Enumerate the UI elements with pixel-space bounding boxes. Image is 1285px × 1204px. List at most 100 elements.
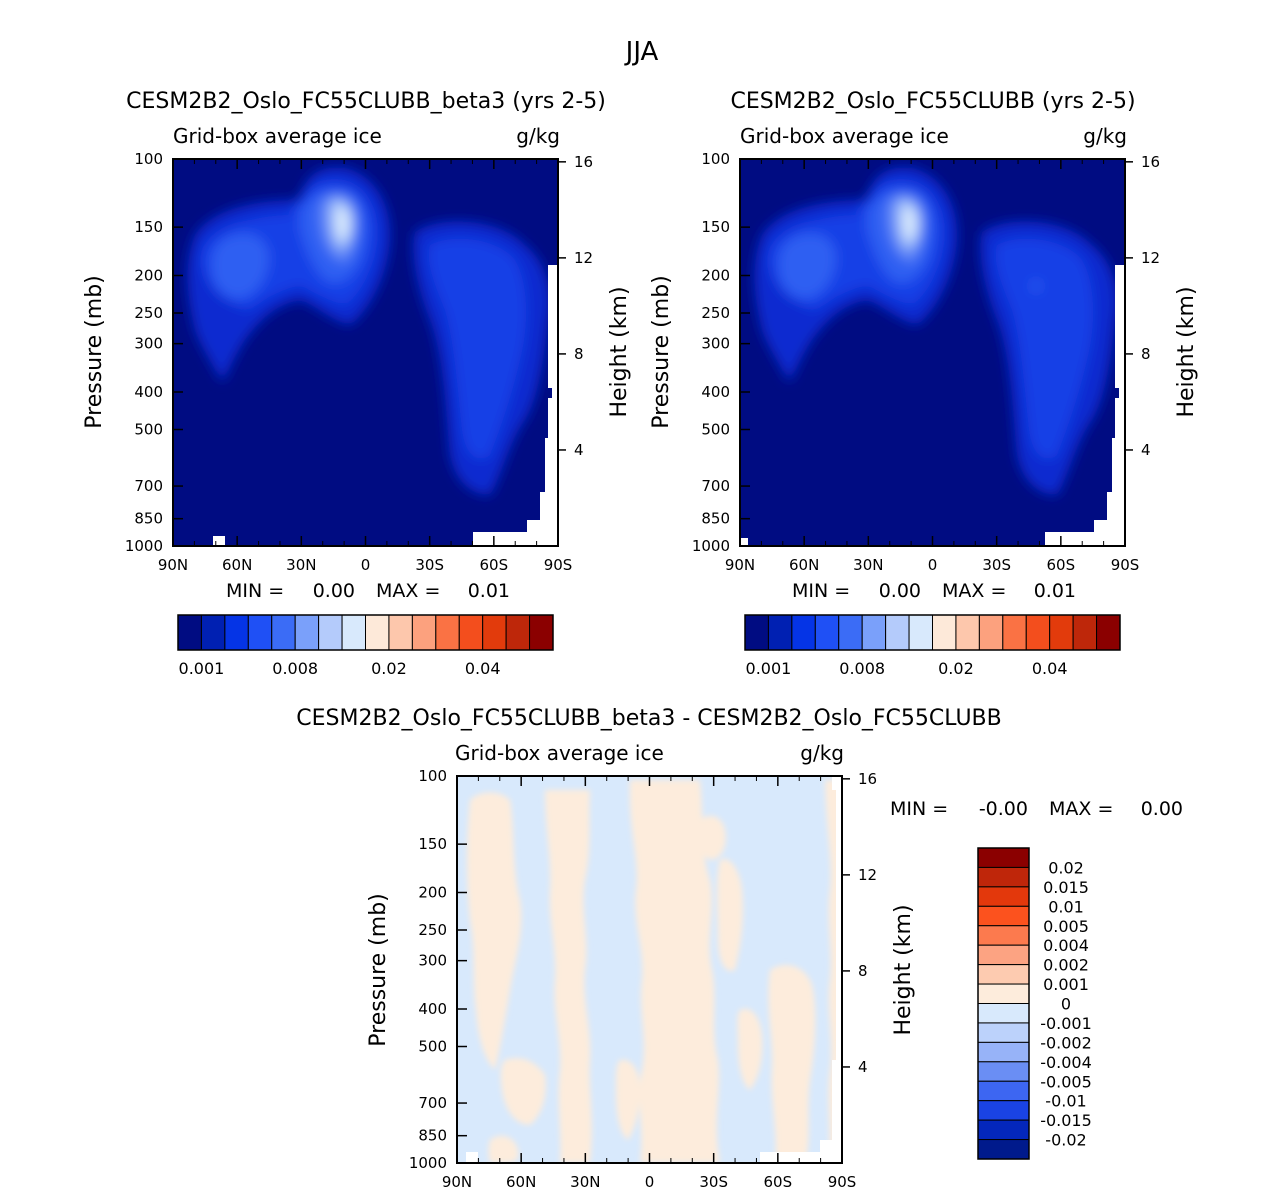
colorbar-label: 0.02 <box>371 659 407 678</box>
colorbar-swatch <box>977 1119 1030 1141</box>
y-tick-label: 700 <box>418 1094 447 1112</box>
colorbar-swatch <box>977 964 1030 985</box>
contour-field <box>457 776 842 1163</box>
colorbar-frame <box>177 614 554 651</box>
colorbar-swatch <box>885 614 910 651</box>
colorbar-swatch <box>482 614 507 651</box>
colorbar-swatch <box>247 614 273 651</box>
colorbar-swatch <box>411 614 437 651</box>
colorbar-swatch <box>791 614 816 651</box>
colorbar-swatch <box>294 614 320 651</box>
x-tick-label: 60N <box>506 1173 536 1191</box>
colorbar-label: 0.04 <box>1032 659 1068 678</box>
y-tick-label: 400 <box>418 1000 447 1018</box>
y-tick-label: 100 <box>418 767 447 785</box>
y-tick-label: 250 <box>418 921 447 939</box>
colorbar-label: 0.001 <box>179 659 225 678</box>
x-tick-label: 30S <box>982 556 1011 574</box>
y-tick-label: 500 <box>701 421 730 439</box>
colorbar-swatch <box>861 614 887 651</box>
y-tick-label: 300 <box>418 952 447 970</box>
colorbar-label: 0.008 <box>839 659 885 678</box>
x-tick-label: 60S <box>1047 556 1076 574</box>
x-tick-label: 0 <box>928 556 938 574</box>
height-tick-label: 12 <box>1141 249 1160 267</box>
colorbar-swatch <box>977 1061 1030 1082</box>
colorbar-swatch <box>977 1139 1030 1160</box>
colorbar-swatch <box>767 614 793 651</box>
height-tick-label: 4 <box>858 1058 868 1076</box>
colorbar-swatch <box>955 614 980 651</box>
figure-title: JJA <box>624 37 659 67</box>
height-tick-label: 16 <box>574 153 593 171</box>
y-axis-right-label: Height (km) <box>891 904 916 1035</box>
colorbar-label: -0.004 <box>1040 1053 1092 1072</box>
panel-subtitle-right: g/kg <box>516 124 560 148</box>
panel-subtitle-right: g/kg <box>1083 124 1127 148</box>
colorbar-swatch <box>271 614 296 651</box>
colorbar-label: 0 <box>1061 995 1071 1014</box>
colorbar-swatch <box>318 614 343 651</box>
colorbar-label: 0.01 <box>1048 897 1084 916</box>
colorbar-label: 0.04 <box>465 659 501 678</box>
contour-field <box>740 159 1125 546</box>
y-axis-label: Pressure (mb) <box>649 275 674 429</box>
axis-ticks: 90N 60N 30N 0 30S 60S 90S 100 150 200 250 300 400 500… <box>692 150 1160 574</box>
panel-title: CESM2B2_Oslo_FC55CLUBB (yrs 2-5) <box>730 89 1135 114</box>
colorbar-label: 0.001 <box>1043 975 1089 994</box>
panel-title: CESM2B2_Oslo_FC55CLUBB_beta3 - CESM2B2_O… <box>296 706 1001 731</box>
colorbar-swatch <box>1096 614 1121 651</box>
colorbar-label: -0.02 <box>1045 1131 1086 1150</box>
y-tick-label: 250 <box>701 304 730 322</box>
colorbar-label: -0.015 <box>1040 1111 1092 1130</box>
x-tick-label: 90N <box>442 1173 472 1191</box>
colorbar-label: -0.01 <box>1045 1092 1086 1111</box>
min-value: 0.00 <box>313 580 355 602</box>
height-tick-label: 12 <box>858 866 877 884</box>
max-value: 0.01 <box>1034 580 1076 602</box>
x-tick-label: 30N <box>853 556 883 574</box>
colorbar-vertical: 0.020.0150.010.0050.0040.0020.0010-0.001… <box>977 847 1092 1160</box>
height-tick-label: 16 <box>858 770 877 788</box>
max-label: MAX = <box>1049 798 1113 820</box>
y-tick-label: 500 <box>418 1038 447 1056</box>
colorbar-label: -0.001 <box>1040 1014 1092 1033</box>
colorbar-swatch <box>977 1022 1030 1043</box>
y-tick-label: 400 <box>701 383 730 401</box>
colorbar-label: 0.015 <box>1043 878 1089 897</box>
y-tick-label: 850 <box>418 1127 447 1145</box>
colorbar-swatch <box>977 905 1030 927</box>
y-tick-label: 250 <box>134 304 163 322</box>
x-tick-label: 60S <box>480 556 509 574</box>
height-tick-label: 8 <box>1141 345 1151 363</box>
colorbar-label: 0.002 <box>1043 956 1089 975</box>
x-tick-label: 30S <box>699 1173 728 1191</box>
height-tick-label: 4 <box>574 441 584 459</box>
x-tick-label: 90S <box>1111 556 1140 574</box>
y-tick-label: 300 <box>134 335 163 353</box>
y-tick-label: 150 <box>701 218 730 236</box>
y-tick-label: 850 <box>134 510 163 528</box>
x-tick-label: 60S <box>764 1173 793 1191</box>
colorbar-swatch <box>814 614 840 651</box>
colorbar-swatch <box>458 614 484 651</box>
y-tick-label: 150 <box>134 218 163 236</box>
x-tick-label: 30S <box>415 556 444 574</box>
colorbar-swatch <box>977 886 1030 907</box>
y-tick-label: 1000 <box>125 537 163 555</box>
colorbar-label: 0.001 <box>746 659 792 678</box>
height-tick-label: 4 <box>1141 441 1151 459</box>
axis-ticks: 90N 60N 30N 0 30S 60S 90S 100 150 200 250 300 400 500… <box>125 150 593 574</box>
colorbar-swatch <box>932 614 957 651</box>
panel-subtitle-left: Grid-box average ice <box>455 741 664 765</box>
colorbar-label: 0.02 <box>1048 858 1084 877</box>
x-tick-label: 90N <box>158 556 188 574</box>
panel-title: CESM2B2_Oslo_FC55CLUBB_beta3 (yrs 2-5) <box>126 89 606 114</box>
max-value: 0.01 <box>468 580 510 602</box>
colorbar-swatch <box>977 983 1030 1004</box>
height-tick-label: 12 <box>574 249 593 267</box>
x-tick-label: 0 <box>361 556 371 574</box>
colorbar-swatch <box>977 1100 1030 1121</box>
colorbar-swatch <box>978 614 1004 651</box>
colorbar-swatch <box>505 614 531 651</box>
